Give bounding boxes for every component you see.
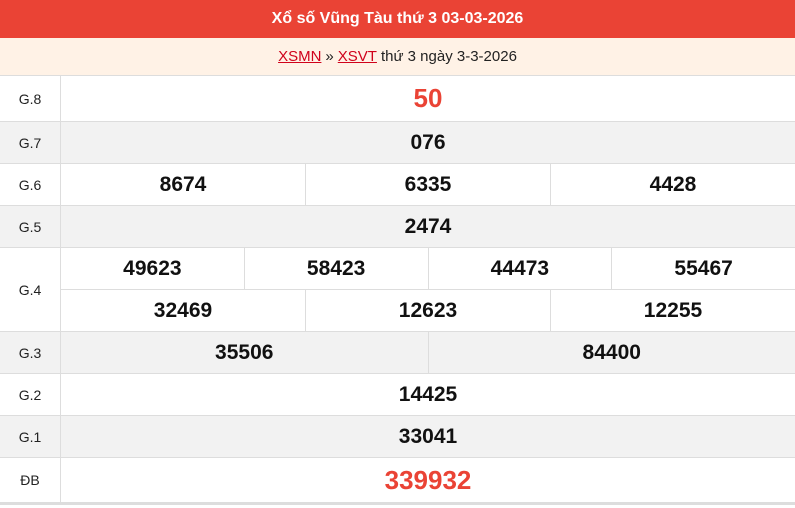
prize-number: 339932 [384, 464, 472, 495]
prize-number: 12255 [550, 290, 795, 331]
prize-label: ĐB [0, 458, 61, 502]
prize-row: G.3 35506 84400 [0, 332, 795, 374]
prize-label: G.8 [0, 76, 61, 121]
prize-label: G.1 [0, 416, 61, 457]
breadcrumb: XSMN » XSVT thứ 3 ngày 3-3-2026 [0, 38, 795, 76]
xsvt-link[interactable]: XSVT [337, 48, 377, 65]
prize-row: ĐB 339932 [0, 458, 795, 505]
prize-number: 35506 [215, 340, 274, 364]
breadcrumb-separator: » [325, 48, 334, 65]
results-table: G.8 50 G.7 076 G.6 8674 6335 4428 G.5 2474 G.4 4962… [0, 76, 795, 505]
prize-label: G.7 [0, 122, 61, 163]
prize-label: G.6 [0, 164, 61, 205]
prize-number: 076 [410, 130, 446, 154]
prize-row: G.6 8674 6335 4428 [0, 164, 795, 206]
prize-number: 12623 [305, 290, 550, 331]
prize-row: G.4 49623 58423 44473 55467 32469 12623 12255 [0, 248, 795, 332]
prize-row: G.8 50 [0, 76, 795, 122]
prize-row: G.1 33041 [0, 416, 795, 458]
breadcrumb-date: thứ 3 ngày 3-3-2026 [380, 48, 517, 65]
prize-number: 6335 [305, 164, 550, 205]
prize-number: 8674 [159, 172, 207, 196]
prize-number: 33041 [398, 424, 458, 448]
prize-label: G.5 [0, 206, 61, 247]
prize-row: G.7 076 [0, 122, 795, 164]
prize-label: G.4 [0, 248, 61, 331]
prize-number: 44473 [427, 248, 612, 289]
prize-row: G.2 14425 [0, 374, 795, 416]
prize-number: 55467 [611, 248, 795, 289]
prize-number: 50 [413, 83, 443, 113]
page-title: Xổ số Vũng Tàu thứ 3 03-03-2026 [0, 0, 795, 38]
xsmn-link[interactable]: XSMN [278, 48, 322, 65]
prize-label: G.2 [0, 374, 61, 415]
prize-number: 84400 [427, 332, 795, 373]
prize-number: 32469 [153, 298, 213, 322]
prize-number: 14425 [398, 382, 458, 406]
prize-number: 58423 [243, 248, 428, 289]
prize-number: 49623 [123, 256, 182, 280]
prize-label: G.3 [0, 332, 61, 373]
prize-row: G.5 2474 [0, 206, 795, 248]
prize-number: 2474 [404, 214, 452, 238]
prize-number: 4428 [550, 164, 795, 205]
